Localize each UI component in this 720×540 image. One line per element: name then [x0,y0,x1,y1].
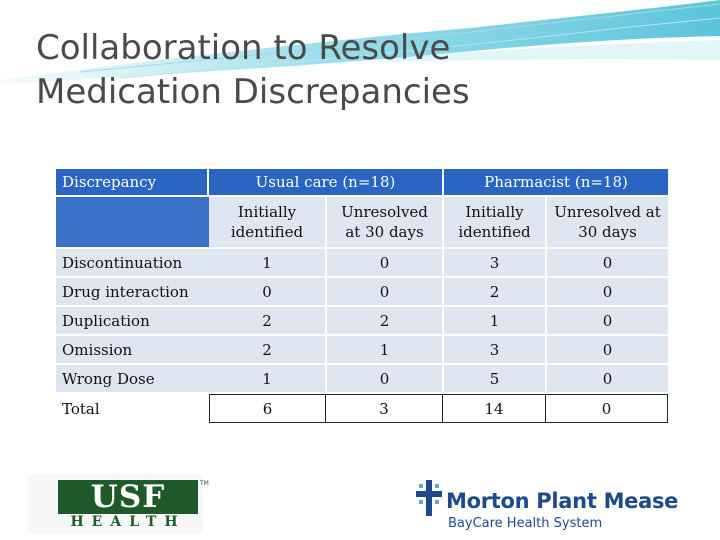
usf-logo-health-text: HEALTH [70,514,186,530]
slide-title-line-1: Collaboration to Resolve [36,28,451,68]
table-cell: 1 [442,307,545,334]
table-cell: 0 [325,365,442,392]
table-row: Wrong Dose 1 0 5 0 [56,365,668,392]
table-cell: 0 [545,365,668,392]
table-subheader-row: Initially identified Unresolved at 30 da… [56,197,668,247]
table-cell: 0 [545,278,668,305]
total-cell: 6 [209,394,325,423]
table-cell: 1 [209,365,325,392]
table-cell: 2 [325,307,442,334]
table-cell: 1 [209,249,325,276]
table-row: Drug interaction 0 0 2 0 [56,278,668,305]
morton-plant-mease-logo: Morton Plant Mease BayCare Health System [412,474,712,536]
row-label: Wrong Dose [56,365,209,392]
total-cell: 3 [325,394,442,423]
table-cell: 0 [325,278,442,305]
table-row: Discontinuation 1 0 3 0 [56,249,668,276]
row-label: Omission [56,336,209,363]
slide-title-line-2: Medication Discrepancies [36,72,470,112]
total-cell: 0 [545,394,668,423]
baycare-cross-icon [416,480,442,516]
table-row: Omission 2 1 3 0 [56,336,668,363]
table-cell: 2 [442,278,545,305]
discrepancy-table: Discrepancy Usual care (n=18) Pharmacist… [56,167,668,425]
table-cell: 1 [325,336,442,363]
slide-title: Collaboration to Resolve Medication Disc… [36,26,696,114]
subheader-usual-initially-identified: Initially identified [209,197,325,247]
usf-trademark-mark: TM [200,480,209,487]
subheader-usual-unresolved: Unresolved at 30 days [325,197,442,247]
table-cell: 3 [442,336,545,363]
table-cell: 0 [545,249,668,276]
table-cell: 5 [442,365,545,392]
table-cell: 2 [209,307,325,334]
row-label-total: Total [56,394,209,423]
subheader-pharmacist-initially-identified: Initially identified [442,197,545,247]
table-cell: 0 [325,249,442,276]
usf-logo-letters: USF [58,480,198,514]
table-total-row: Total 6 3 14 0 [56,394,668,423]
table-header-row: Discrepancy Usual care (n=18) Pharmacist… [56,169,668,195]
row-label: Drug interaction [56,278,209,305]
row-label: Discontinuation [56,249,209,276]
table-cell: 0 [545,336,668,363]
group-header-usual-care: Usual care (n=18) [209,169,442,195]
table-cell: 0 [545,307,668,334]
row-label: Duplication [56,307,209,334]
morton-plant-mease-name: Morton Plant Mease [446,489,679,513]
header-swoosh-decoration [0,0,720,84]
table-cell: 3 [442,249,545,276]
column-header-discrepancy: Discrepancy [56,169,209,195]
table-row: Duplication 2 2 1 0 [56,307,668,334]
usf-health-logo: USF HEALTH TM [28,474,209,534]
table-cell: 2 [209,336,325,363]
total-cell: 14 [442,394,545,423]
table-cell: 0 [209,278,325,305]
group-header-pharmacist: Pharmacist (n=18) [442,169,668,195]
subheader-empty-cell [56,197,209,247]
subheader-pharmacist-unresolved: Unresolved at 30 days [545,197,668,247]
baycare-subtitle: BayCare Health System [448,516,603,531]
